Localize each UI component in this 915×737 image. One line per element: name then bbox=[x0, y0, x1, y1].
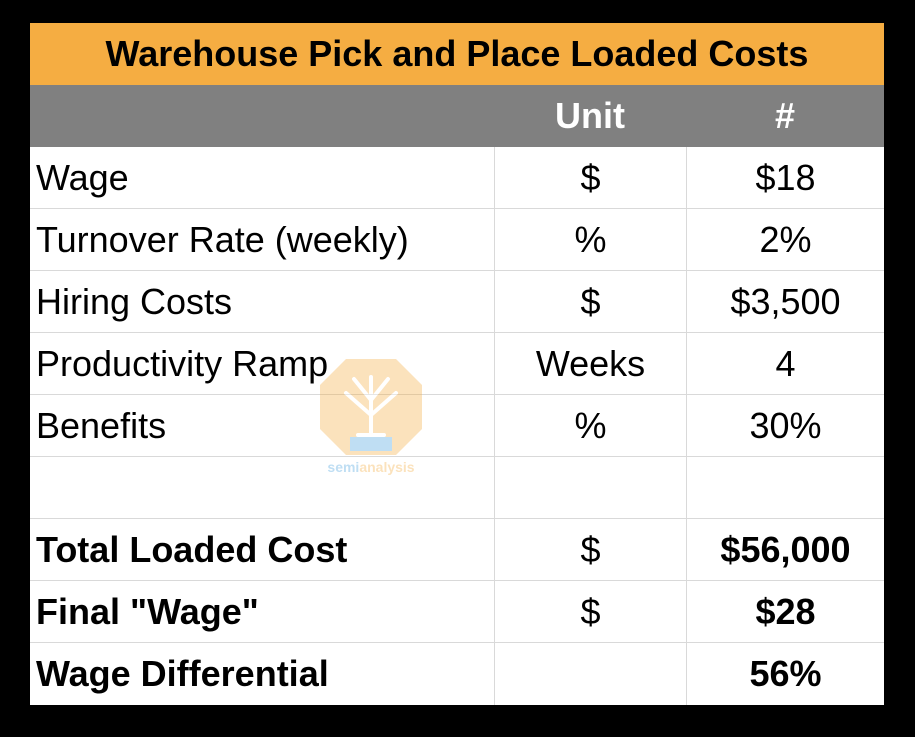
table-row-final-wage: Final "Wage" $ $28 bbox=[30, 581, 884, 643]
row-value: 4 bbox=[686, 333, 884, 395]
cost-table: Warehouse Pick and Place Loaded Costs Un… bbox=[30, 23, 884, 705]
row-value: $28 bbox=[686, 581, 884, 643]
table-row: Turnover Rate (weekly) % 2% bbox=[30, 209, 884, 271]
table-body: Wage $ $18 Turnover Rate (weekly) % 2% H… bbox=[30, 147, 884, 705]
table-row: Hiring Costs $ $3,500 bbox=[30, 271, 884, 333]
table-row-wage-differential: Wage Differential 56% bbox=[30, 643, 884, 705]
row-value: 2% bbox=[686, 209, 884, 271]
header-unit-cell: Unit bbox=[555, 95, 625, 136]
row-value: 30% bbox=[686, 395, 884, 457]
row-label: Wage Differential bbox=[36, 653, 329, 694]
row-label: Total Loaded Cost bbox=[36, 529, 348, 570]
row-unit: % bbox=[494, 395, 686, 457]
table-row-total: Total Loaded Cost $ $56,000 bbox=[30, 519, 884, 581]
table-row: Wage $ $18 bbox=[30, 147, 884, 209]
row-unit: $ bbox=[494, 271, 686, 333]
row-label: Turnover Rate (weekly) bbox=[36, 219, 409, 260]
row-unit: $ bbox=[494, 147, 686, 209]
row-unit bbox=[494, 457, 686, 519]
row-value bbox=[686, 457, 884, 519]
row-label: Final "Wage" bbox=[36, 591, 259, 632]
row-unit: $ bbox=[494, 519, 686, 581]
row-unit bbox=[494, 643, 686, 705]
table-title: Warehouse Pick and Place Loaded Costs bbox=[30, 23, 884, 85]
row-value: $56,000 bbox=[686, 519, 884, 581]
table-row: Productivity Ramp Weeks 4 bbox=[30, 333, 884, 395]
row-label: Productivity Ramp bbox=[36, 343, 329, 384]
table-row-empty bbox=[30, 457, 884, 519]
row-label: Benefits bbox=[36, 405, 167, 446]
row-label bbox=[30, 457, 494, 519]
row-unit: $ bbox=[494, 581, 686, 643]
row-label: Wage bbox=[36, 157, 129, 198]
row-label: Hiring Costs bbox=[36, 281, 233, 322]
row-unit: Weeks bbox=[494, 333, 686, 395]
header-value-cell: # bbox=[774, 95, 796, 136]
header-label-cell bbox=[30, 85, 494, 147]
row-value: $3,500 bbox=[686, 271, 884, 333]
row-value: 56% bbox=[686, 643, 884, 705]
row-value: $18 bbox=[686, 147, 884, 209]
header-row: Unit # bbox=[30, 85, 884, 147]
row-unit: % bbox=[494, 209, 686, 271]
table-row: Benefits % 30% bbox=[30, 395, 884, 457]
